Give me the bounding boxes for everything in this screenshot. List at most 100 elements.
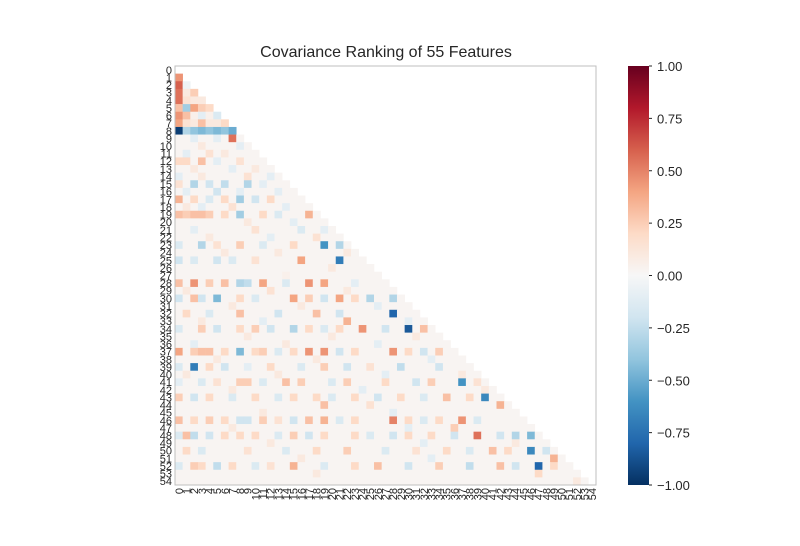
heatmap-cell [312,218,321,227]
heatmap-cell [358,431,367,440]
heatmap-cell [389,355,398,364]
heatmap-cell [190,88,199,97]
heatmap-cell [243,195,252,204]
heatmap-cell [435,446,444,455]
heatmap-cell [289,332,298,341]
heatmap-cell [182,203,191,212]
heatmap-cell [550,462,559,471]
heatmap-cell [511,446,520,455]
heatmap-cell [427,446,436,455]
heatmap-cell [251,225,260,234]
heatmap-cell [228,424,237,432]
heatmap-cell [220,241,229,250]
heatmap-cell [320,309,329,318]
heatmap-cell [534,477,543,486]
heatmap-cell [274,454,283,463]
heatmap-cell [197,210,206,219]
heatmap-cell [366,401,375,410]
x-tick-label: 26 [373,488,385,500]
heatmap-cell [175,385,183,394]
heatmap-cell [465,363,474,372]
x-tick-label: 7 [227,488,239,494]
heatmap-cell [351,469,359,478]
y-tick-label: 26 [160,263,172,275]
heatmap-cell [297,385,306,394]
heatmap-cell [412,347,421,356]
heatmap-cell [412,416,421,425]
heatmap-cell [243,340,252,349]
heatmap-cell [419,385,428,394]
heatmap-cell [175,439,183,448]
heatmap-cell [220,279,229,288]
heatmap-cell [228,134,237,143]
heatmap-cell [335,233,344,242]
heatmap-cell [213,446,222,455]
heatmap-cell [481,401,490,410]
heatmap-cell [175,88,183,97]
heatmap-cell [259,180,268,189]
heatmap-cell [266,355,275,364]
heatmap-cell [435,469,444,478]
heatmap-cell [282,317,291,326]
heatmap-cell [328,248,337,257]
heatmap-cell [243,355,252,364]
heatmap-cell [182,424,191,432]
heatmap-cell [251,233,260,242]
heatmap-cell [175,149,183,158]
heatmap-cell [450,424,459,432]
heatmap-cell [220,355,229,364]
heatmap-cell [320,340,329,349]
heatmap-cell [220,401,229,410]
heatmap-cell [274,378,283,387]
heatmap-cell [381,309,390,318]
heatmap-cell [366,271,375,280]
heatmap-cell [305,424,314,432]
heatmap-cell [213,210,222,219]
heatmap-cell [328,286,337,295]
heatmap-cell [442,431,451,440]
heatmap-cell [412,446,421,455]
heatmap-cell [274,477,283,486]
heatmap-cell [404,347,413,356]
heatmap-cell [488,439,497,448]
x-tick-label: 11 [258,488,270,499]
heatmap-cell [266,195,275,204]
x-tick-labels: 0123456789101112131415161718192021222324… [174,488,599,500]
heatmap-cell [297,408,306,417]
heatmap-cell [236,302,245,311]
heatmap-cell [389,477,398,486]
heatmap-cell [488,469,497,478]
heatmap-cell [328,454,337,463]
y-tick-label: 54 [160,476,172,488]
x-tick-label: 47 [534,488,546,500]
heatmap-cell [236,203,245,212]
heatmap-cell [213,271,222,280]
heatmap-cell [458,363,467,372]
heatmap-cell [351,309,359,318]
heatmap-cell [236,363,245,372]
heatmap-cell [573,469,581,478]
heatmap-cell [465,393,474,402]
heatmap-cell [243,439,252,448]
heatmap-cell [312,385,321,394]
heatmap-cell [197,149,206,158]
heatmap-cell [427,408,436,417]
heatmap-cell [335,385,344,394]
heatmap-cell [366,355,375,364]
heatmap-cell [381,340,390,349]
heatmap-cell [251,309,260,318]
heatmap-cell [197,462,206,471]
heatmap-cell [419,332,428,341]
heatmap-cell [542,439,551,448]
heatmap-cell [442,439,451,448]
heatmap-cell [289,225,298,234]
heatmap-cell [182,142,191,151]
heatmap-cell [182,195,191,204]
heatmap-cell [190,149,199,158]
heatmap-cell [404,424,413,432]
heatmap-cell [243,248,252,257]
heatmap-cell [335,309,344,318]
x-tick-label: 49 [549,488,561,500]
heatmap-cell [419,462,428,471]
heatmap-cell [404,302,413,311]
